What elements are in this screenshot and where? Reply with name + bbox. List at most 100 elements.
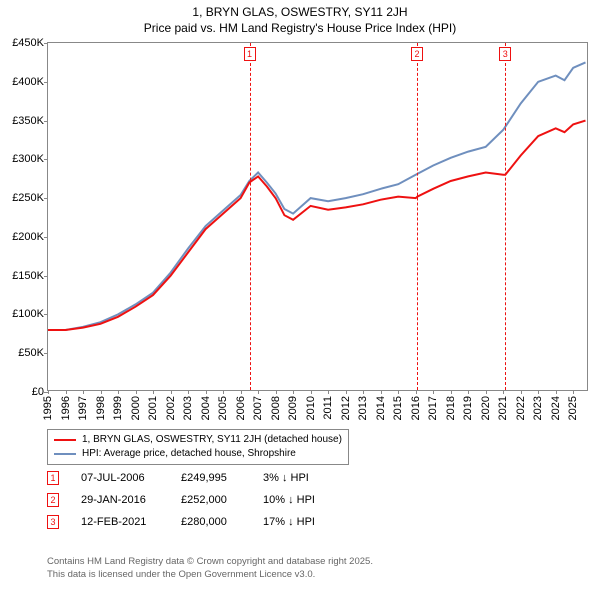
x-axis-tick <box>276 390 277 394</box>
x-axis-label: 2001 <box>147 396 159 420</box>
x-axis-tick <box>241 390 242 394</box>
y-axis-tick <box>44 121 48 122</box>
x-axis-label: 2024 <box>550 396 562 420</box>
x-axis-label: 1997 <box>77 396 89 420</box>
x-axis-tick <box>206 390 207 394</box>
y-axis-label: £150K <box>12 270 44 282</box>
legend-item: 1, BRYN GLAS, OSWESTRY, SY11 2JH (detach… <box>54 433 342 447</box>
sale-marker: 1 <box>244 47 256 61</box>
x-axis-tick <box>468 390 469 394</box>
legend-item: HPI: Average price, detached house, Shro… <box>54 447 342 461</box>
x-axis-label: 2009 <box>287 396 299 420</box>
x-axis-tick <box>293 390 294 394</box>
sale-row: 312-FEB-2021£280,00017% ↓ HPI <box>47 515 353 529</box>
x-axis-label: 2022 <box>515 396 527 420</box>
title-line-2: Price paid vs. HM Land Registry's House … <box>0 20 600 36</box>
x-axis-label: 2015 <box>392 396 404 420</box>
x-axis-tick <box>398 390 399 394</box>
x-axis-label: 2000 <box>130 396 142 420</box>
x-axis-tick <box>48 390 49 394</box>
sale-price: £249,995 <box>181 472 241 484</box>
legend: 1, BRYN GLAS, OSWESTRY, SY11 2JH (detach… <box>47 429 349 465</box>
legend-label: 1, BRYN GLAS, OSWESTRY, SY11 2JH (detach… <box>82 433 342 447</box>
sale-guideline <box>250 43 251 390</box>
y-axis-tick <box>44 353 48 354</box>
x-axis-label: 2006 <box>235 396 247 420</box>
sale-vs-hpi: 17% ↓ HPI <box>263 516 353 528</box>
footer-line-1: Contains HM Land Registry data © Crown c… <box>47 555 373 568</box>
x-axis-tick <box>433 390 434 394</box>
footer-attribution: Contains HM Land Registry data © Crown c… <box>47 555 373 581</box>
x-axis-label: 2016 <box>410 396 422 420</box>
x-axis-label: 2010 <box>305 396 317 420</box>
x-axis-label: 2019 <box>462 396 474 420</box>
x-axis-tick <box>188 390 189 394</box>
x-axis-tick <box>118 390 119 394</box>
x-axis-label: 2023 <box>532 396 544 420</box>
x-axis-tick <box>223 390 224 394</box>
x-axis-tick <box>556 390 557 394</box>
y-axis-tick <box>44 82 48 83</box>
x-axis-tick <box>538 390 539 394</box>
x-axis-label: 1996 <box>60 396 72 420</box>
x-axis-label: 2020 <box>480 396 492 420</box>
x-axis-tick <box>363 390 364 394</box>
sale-row: 107-JUL-2006£249,9953% ↓ HPI <box>47 471 353 485</box>
y-axis-tick <box>44 43 48 44</box>
x-axis-label: 2003 <box>182 396 194 420</box>
y-axis-tick <box>44 276 48 277</box>
y-axis-label: £350K <box>12 115 44 127</box>
x-axis-label: 1998 <box>95 396 107 420</box>
x-axis-label: 2008 <box>270 396 282 420</box>
x-axis-label: 2021 <box>497 396 509 420</box>
x-axis-tick <box>83 390 84 394</box>
sale-date: 07-JUL-2006 <box>81 472 159 484</box>
x-axis-tick <box>328 390 329 394</box>
footer-line-2: This data is licensed under the Open Gov… <box>47 568 373 581</box>
sale-marker: 3 <box>499 47 511 61</box>
x-axis-tick <box>66 390 67 394</box>
x-axis-label: 2011 <box>322 396 334 420</box>
x-axis-tick <box>101 390 102 394</box>
sale-vs-hpi: 10% ↓ HPI <box>263 494 353 506</box>
y-axis-label: £400K <box>12 76 44 88</box>
x-axis-label: 2004 <box>200 396 212 420</box>
y-axis-label: £200K <box>12 231 44 243</box>
x-axis-tick <box>346 390 347 394</box>
title-line-1: 1, BRYN GLAS, OSWESTRY, SY11 2JH <box>0 4 600 20</box>
legend-swatch <box>54 439 76 441</box>
chart-lines <box>48 43 589 392</box>
sale-row-marker: 3 <box>47 515 59 529</box>
x-axis-label: 2005 <box>217 396 229 420</box>
x-axis-tick <box>521 390 522 394</box>
sale-guideline <box>505 43 506 390</box>
x-axis-tick <box>503 390 504 394</box>
x-axis-tick <box>311 390 312 394</box>
chart-title: 1, BRYN GLAS, OSWESTRY, SY11 2JH Price p… <box>0 0 600 36</box>
legend-swatch <box>54 453 76 455</box>
y-axis-tick <box>44 237 48 238</box>
y-axis-label: £450K <box>12 37 44 49</box>
y-axis-tick <box>44 198 48 199</box>
y-axis-label: £50K <box>18 347 44 359</box>
x-axis-label: 2013 <box>357 396 369 420</box>
x-axis-tick <box>258 390 259 394</box>
y-axis-tick <box>44 314 48 315</box>
sale-date: 29-JAN-2016 <box>81 494 159 506</box>
x-axis-label: 1995 <box>42 396 54 420</box>
sales-table: 107-JUL-2006£249,9953% ↓ HPI229-JAN-2016… <box>47 471 353 537</box>
x-axis-tick <box>153 390 154 394</box>
x-axis-label: 2002 <box>165 396 177 420</box>
y-axis-label: £100K <box>12 308 44 320</box>
sale-price: £252,000 <box>181 494 241 506</box>
x-axis-label: 2018 <box>445 396 457 420</box>
chart-plot-area: £0£50K£100K£150K£200K£250K£300K£350K£400… <box>47 42 588 391</box>
x-axis-tick <box>451 390 452 394</box>
sale-row-marker: 1 <box>47 471 59 485</box>
y-axis-tick <box>44 159 48 160</box>
x-axis-tick <box>136 390 137 394</box>
x-axis-label: 2007 <box>252 396 264 420</box>
y-axis-label: £300K <box>12 153 44 165</box>
sale-price: £280,000 <box>181 516 241 528</box>
x-axis-tick <box>573 390 574 394</box>
